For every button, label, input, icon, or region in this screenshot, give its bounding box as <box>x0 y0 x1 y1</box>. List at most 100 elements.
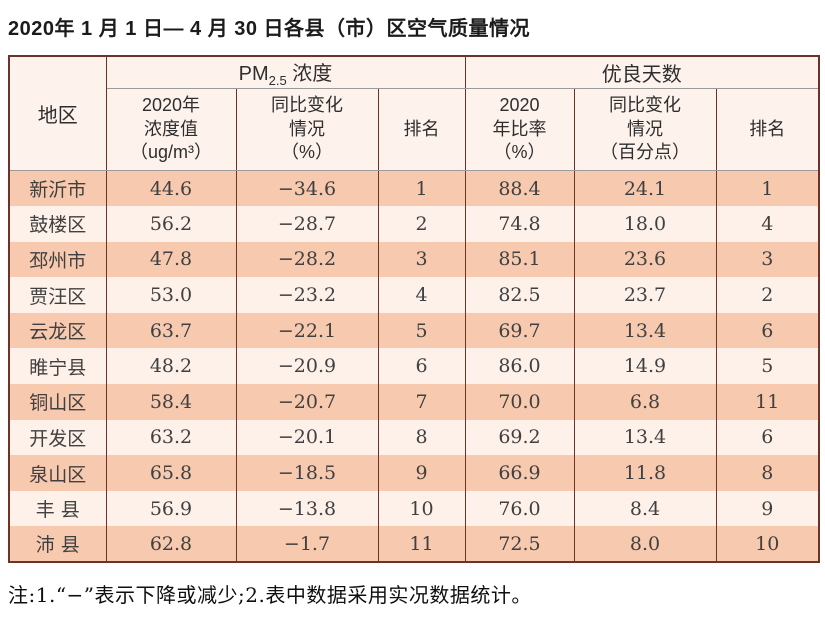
pm-value-cell: 48.2 <box>105 348 237 385</box>
table-row: 铜山区 58.4 −20.7 7 70.0 6.8 11 <box>8 384 820 420</box>
good-rank-column-header: 排名 <box>715 88 820 171</box>
table-row: 丰 县 56.9 −13.8 10 76.0 8.4 9 <box>8 490 820 527</box>
pm-change-cell: −28.7 <box>235 206 379 242</box>
pm-value-cell: 63.2 <box>105 419 237 456</box>
good-change-cell: 18.0 <box>573 206 717 242</box>
pm-rank-cell: 4 <box>377 277 466 313</box>
pm25-label-subscript: 2.5 <box>268 73 287 88</box>
pm-rank-cell: 2 <box>377 206 466 242</box>
good-ratio-cell: 74.8 <box>464 206 575 242</box>
pm-value-cell: 62.8 <box>105 526 237 563</box>
good-rank-cell: 9 <box>715 490 820 527</box>
good-ratio-cell: 66.9 <box>464 455 575 491</box>
good-change-cell: 14.9 <box>573 348 717 385</box>
good-change-column-header: 同比变化 情况 （百分点） <box>573 88 717 171</box>
good-change-cell: 13.4 <box>573 419 717 456</box>
good-ratio-cell: 88.4 <box>464 170 575 207</box>
pm-rank-cell: 9 <box>377 455 466 491</box>
good-rank-cell: 5 <box>715 348 820 385</box>
pm-rank-cell: 3 <box>377 241 466 278</box>
pm-change-column-header: 同比变化 情况 （%） <box>235 88 379 171</box>
region-cell: 丰 县 <box>8 490 107 527</box>
pm-change-cell: −34.6 <box>235 170 379 207</box>
pm-rank-cell: 7 <box>377 384 466 420</box>
pm-change-cell: −20.7 <box>235 384 379 420</box>
region-cell: 鼓楼区 <box>8 206 107 242</box>
good-change-cell: 8.4 <box>573 490 717 527</box>
good-rank-cell: 3 <box>715 241 820 278</box>
pm-value-cell: 58.4 <box>105 384 237 420</box>
good-rank-cell: 10 <box>715 526 820 563</box>
region-cell: 邳州市 <box>8 241 107 278</box>
good-ratio-cell: 76.0 <box>464 490 575 527</box>
region-cell: 云龙区 <box>8 312 107 349</box>
table-body: 新沂市 44.6 −34.6 1 88.4 24.1 1 鼓楼区 56.2 −28.7 2 74.8 1… <box>8 170 820 563</box>
sub-header-row: 2020年 浓度值 （ug/m³） 同比变化 情况 （%） 排名 2020 年比… <box>9 88 820 171</box>
pm25-label-suffix: 浓度 <box>286 63 333 85</box>
pm-rank-cell: 10 <box>377 490 466 527</box>
pm-change-cell: −28.2 <box>235 241 379 278</box>
good-rank-cell: 11 <box>715 384 820 420</box>
good-ratio-cell: 72.5 <box>464 526 575 563</box>
pm-rank-cell: 8 <box>377 419 466 456</box>
pm-value-cell: 65.8 <box>105 455 237 491</box>
pm-rank-column-header: 排名 <box>377 88 466 171</box>
good-change-cell: 13.4 <box>573 312 717 349</box>
table-row: 邳州市 47.8 −28.2 3 85.1 23.6 3 <box>8 241 820 278</box>
region-cell: 开发区 <box>8 419 107 456</box>
table-row: 云龙区 63.7 −22.1 5 69.7 13.4 6 <box>8 312 820 349</box>
good-ratio-cell: 70.0 <box>464 384 575 420</box>
good-rank-cell: 8 <box>715 455 820 491</box>
good-days-group-header: 优良天数 <box>464 56 820 89</box>
pm-change-cell: −20.1 <box>235 419 379 456</box>
pm-value-cell: 44.6 <box>105 170 237 207</box>
pm-value-cell: 56.2 <box>105 206 237 242</box>
table-row: 鼓楼区 56.2 −28.7 2 74.8 18.0 4 <box>8 206 820 242</box>
pm-change-cell: −20.9 <box>235 348 379 385</box>
pm-change-cell: −22.1 <box>235 312 379 349</box>
good-rank-cell: 1 <box>715 170 820 207</box>
region-cell: 铜山区 <box>8 384 107 420</box>
good-rank-cell: 6 <box>715 312 820 349</box>
pm25-group-header: PM2.5 浓度 <box>105 56 466 89</box>
pm-change-cell: −18.5 <box>235 455 379 491</box>
good-ratio-cell: 69.2 <box>464 419 575 456</box>
good-ratio-cell: 69.7 <box>464 312 575 349</box>
table-row: 睢宁县 48.2 −20.9 6 86.0 14.9 5 <box>8 348 820 385</box>
table-row: 贾汪区 53.0 −23.2 4 82.5 23.7 2 <box>8 277 820 313</box>
good-change-cell: 23.7 <box>573 277 717 313</box>
page-title: 2020年 1 月 1 日— 4 月 30 日各县（市）区空气质量情况 <box>8 18 531 40</box>
good-rank-cell: 2 <box>715 277 820 313</box>
region-cell: 沛 县 <box>8 526 107 563</box>
pm-rank-cell: 5 <box>377 312 466 349</box>
group-header-row: 地区 PM2.5 浓度 优良天数 <box>8 56 820 171</box>
region-column-header: 地区 <box>8 56 107 171</box>
good-change-cell: 24.1 <box>573 170 717 207</box>
good-change-cell: 11.8 <box>573 455 717 491</box>
region-cell: 睢宁县 <box>8 348 107 385</box>
table-row: 开发区 63.2 −20.1 8 69.2 13.4 6 <box>8 419 820 456</box>
pm-value-cell: 53.0 <box>105 277 237 313</box>
pm-value-column-header: 2020年 浓度值 （ug/m³） <box>105 88 237 171</box>
good-change-cell: 6.8 <box>573 384 717 420</box>
air-quality-table: 地区 PM2.5 浓度 优良天数 2020年 浓度值 （ug/m³） 同比变化 … <box>8 55 821 564</box>
pm-rank-cell: 11 <box>377 526 466 563</box>
good-ratio-cell: 82.5 <box>464 277 575 313</box>
footnote: 注:1.“−”表示下降或减少;2.表中数据采用实况数据统计。 <box>8 583 532 608</box>
pm25-label-prefix: PM <box>238 63 269 85</box>
good-rank-cell: 4 <box>715 206 820 242</box>
pm-change-cell: −13.8 <box>235 490 379 527</box>
good-rank-cell: 6 <box>715 419 820 456</box>
good-change-cell: 8.0 <box>573 526 717 563</box>
table-row: 沛 县 62.8 −1.7 11 72.5 8.0 10 <box>8 526 820 563</box>
region-cell: 泉山区 <box>8 455 107 491</box>
table-header: 地区 PM2.5 浓度 优良天数 2020年 浓度值 （ug/m³） 同比变化 … <box>8 56 820 171</box>
pm-rank-cell: 1 <box>377 170 466 207</box>
pm-rank-cell: 6 <box>377 348 466 385</box>
good-ratio-cell: 85.1 <box>464 241 575 278</box>
pm-value-cell: 63.7 <box>105 312 237 349</box>
pm-value-cell: 56.9 <box>105 490 237 527</box>
good-ratio-column-header: 2020 年比率 （%） <box>464 88 575 171</box>
good-change-cell: 23.6 <box>573 241 717 278</box>
